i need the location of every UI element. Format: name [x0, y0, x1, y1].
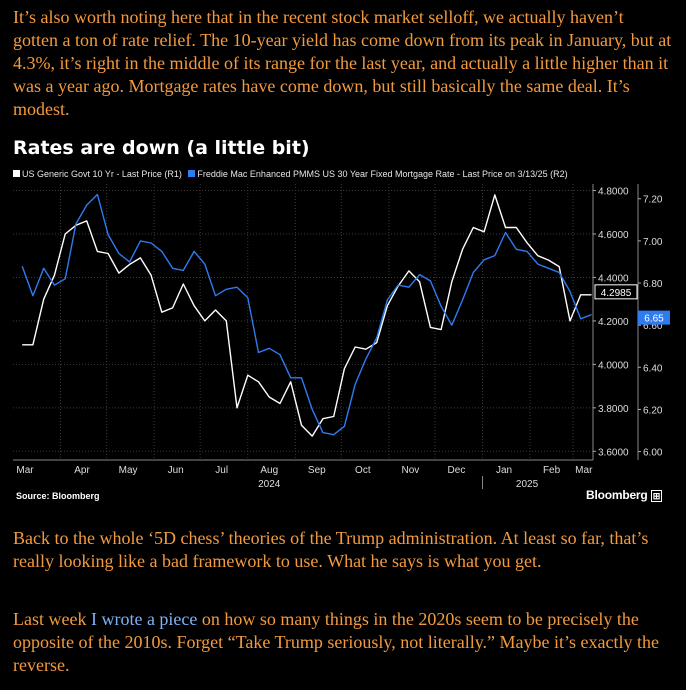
y-tick-label-mortgage: 6.40	[643, 363, 663, 374]
y-tick-label-treasury: 4.0000	[598, 360, 629, 371]
outro-paragraph-1: Back to the whole ‘5D chess’ theories of…	[13, 528, 649, 571]
legend-swatch-mortgage	[188, 170, 196, 177]
outro-paragraph-2-after: on how so many things in the 2020s seem …	[13, 609, 659, 675]
legend-item-treasury: US Generic Govt 10 Yr - Last Price (R1)	[13, 169, 182, 179]
x-tick-label: Aug	[260, 465, 278, 476]
x-tick-label: Nov	[402, 465, 420, 476]
legend-label-mortgage: Freddie Mac Enhanced PMMS US 30 Year Fix…	[197, 169, 568, 179]
chart-legend: US Generic Govt 10 Yr - Last Price (R1) …	[13, 169, 572, 179]
x-tick-label: May	[119, 465, 138, 476]
x-tick-label: Jan	[496, 465, 512, 476]
last-value-badge-treasury	[594, 284, 638, 300]
x-tick-label: Jun	[168, 465, 184, 476]
outro-paragraph-2: Last week I wrote a piece on how so many…	[13, 608, 673, 677]
bloomberg-mark-icon: ⊞	[650, 490, 663, 502]
legend-swatch-treasury	[13, 170, 20, 177]
article-link[interactable]: I wrote a piece	[90, 609, 198, 629]
y-tick-label-mortgage: 6.20	[643, 405, 663, 416]
last-value-badge-mortgage	[638, 310, 670, 325]
series-line-treasury	[22, 194, 592, 437]
y-tick-label-treasury: 3.6000	[598, 447, 629, 458]
y-tick-label-mortgage: 6.80	[643, 279, 663, 290]
y-tick-label-treasury: 4.6000	[598, 230, 629, 241]
x-tick-label: Dec	[448, 465, 466, 476]
x-tick-label: Apr	[74, 465, 90, 476]
x-tick-label: Jul	[215, 465, 228, 476]
y-tick-label-treasury: 4.8000	[598, 187, 629, 198]
y-tick-label-mortgage: 7.00	[643, 237, 663, 248]
y-tick-label-treasury: 4.2000	[598, 317, 629, 328]
x-year-label: 2025	[516, 479, 539, 490]
legend-label-treasury: US Generic Govt 10 Yr - Last Price (R1)	[22, 169, 182, 179]
intro-paragraph: It’s also worth noting here that in the …	[13, 7, 672, 119]
x-tick-label: Feb	[543, 465, 561, 476]
chart-title: Rates are down (a little bit)	[13, 137, 310, 159]
y-tick-label-mortgage: 7.20	[643, 195, 663, 206]
series-line-mortgage	[21, 193, 592, 436]
last-value-mortgage: 6.65	[644, 314, 664, 325]
x-tick-label: Oct	[355, 465, 371, 476]
y-tick-label-treasury: 3.8000	[598, 404, 629, 415]
y-tick-label-mortgage: 6.60	[643, 321, 663, 332]
bloomberg-logo: Bloomberg ⊞	[586, 488, 663, 502]
x-tick-label: Mar	[16, 465, 34, 476]
x-tick-label: Sep	[308, 465, 326, 476]
x-year-label: 2024	[258, 479, 281, 490]
legend-item-mortgage: Freddie Mac Enhanced PMMS US 30 Year Fix…	[188, 169, 568, 179]
last-value-treasury: 4.2985	[601, 288, 632, 299]
outro-paragraph-2-before: Last week	[13, 609, 91, 629]
chart-source: Source: Bloomberg	[16, 491, 100, 501]
y-tick-label-mortgage: 6.00	[643, 448, 663, 459]
y-tick-label-treasury: 4.4000	[598, 273, 629, 284]
x-tick-label: Mar	[575, 465, 593, 476]
